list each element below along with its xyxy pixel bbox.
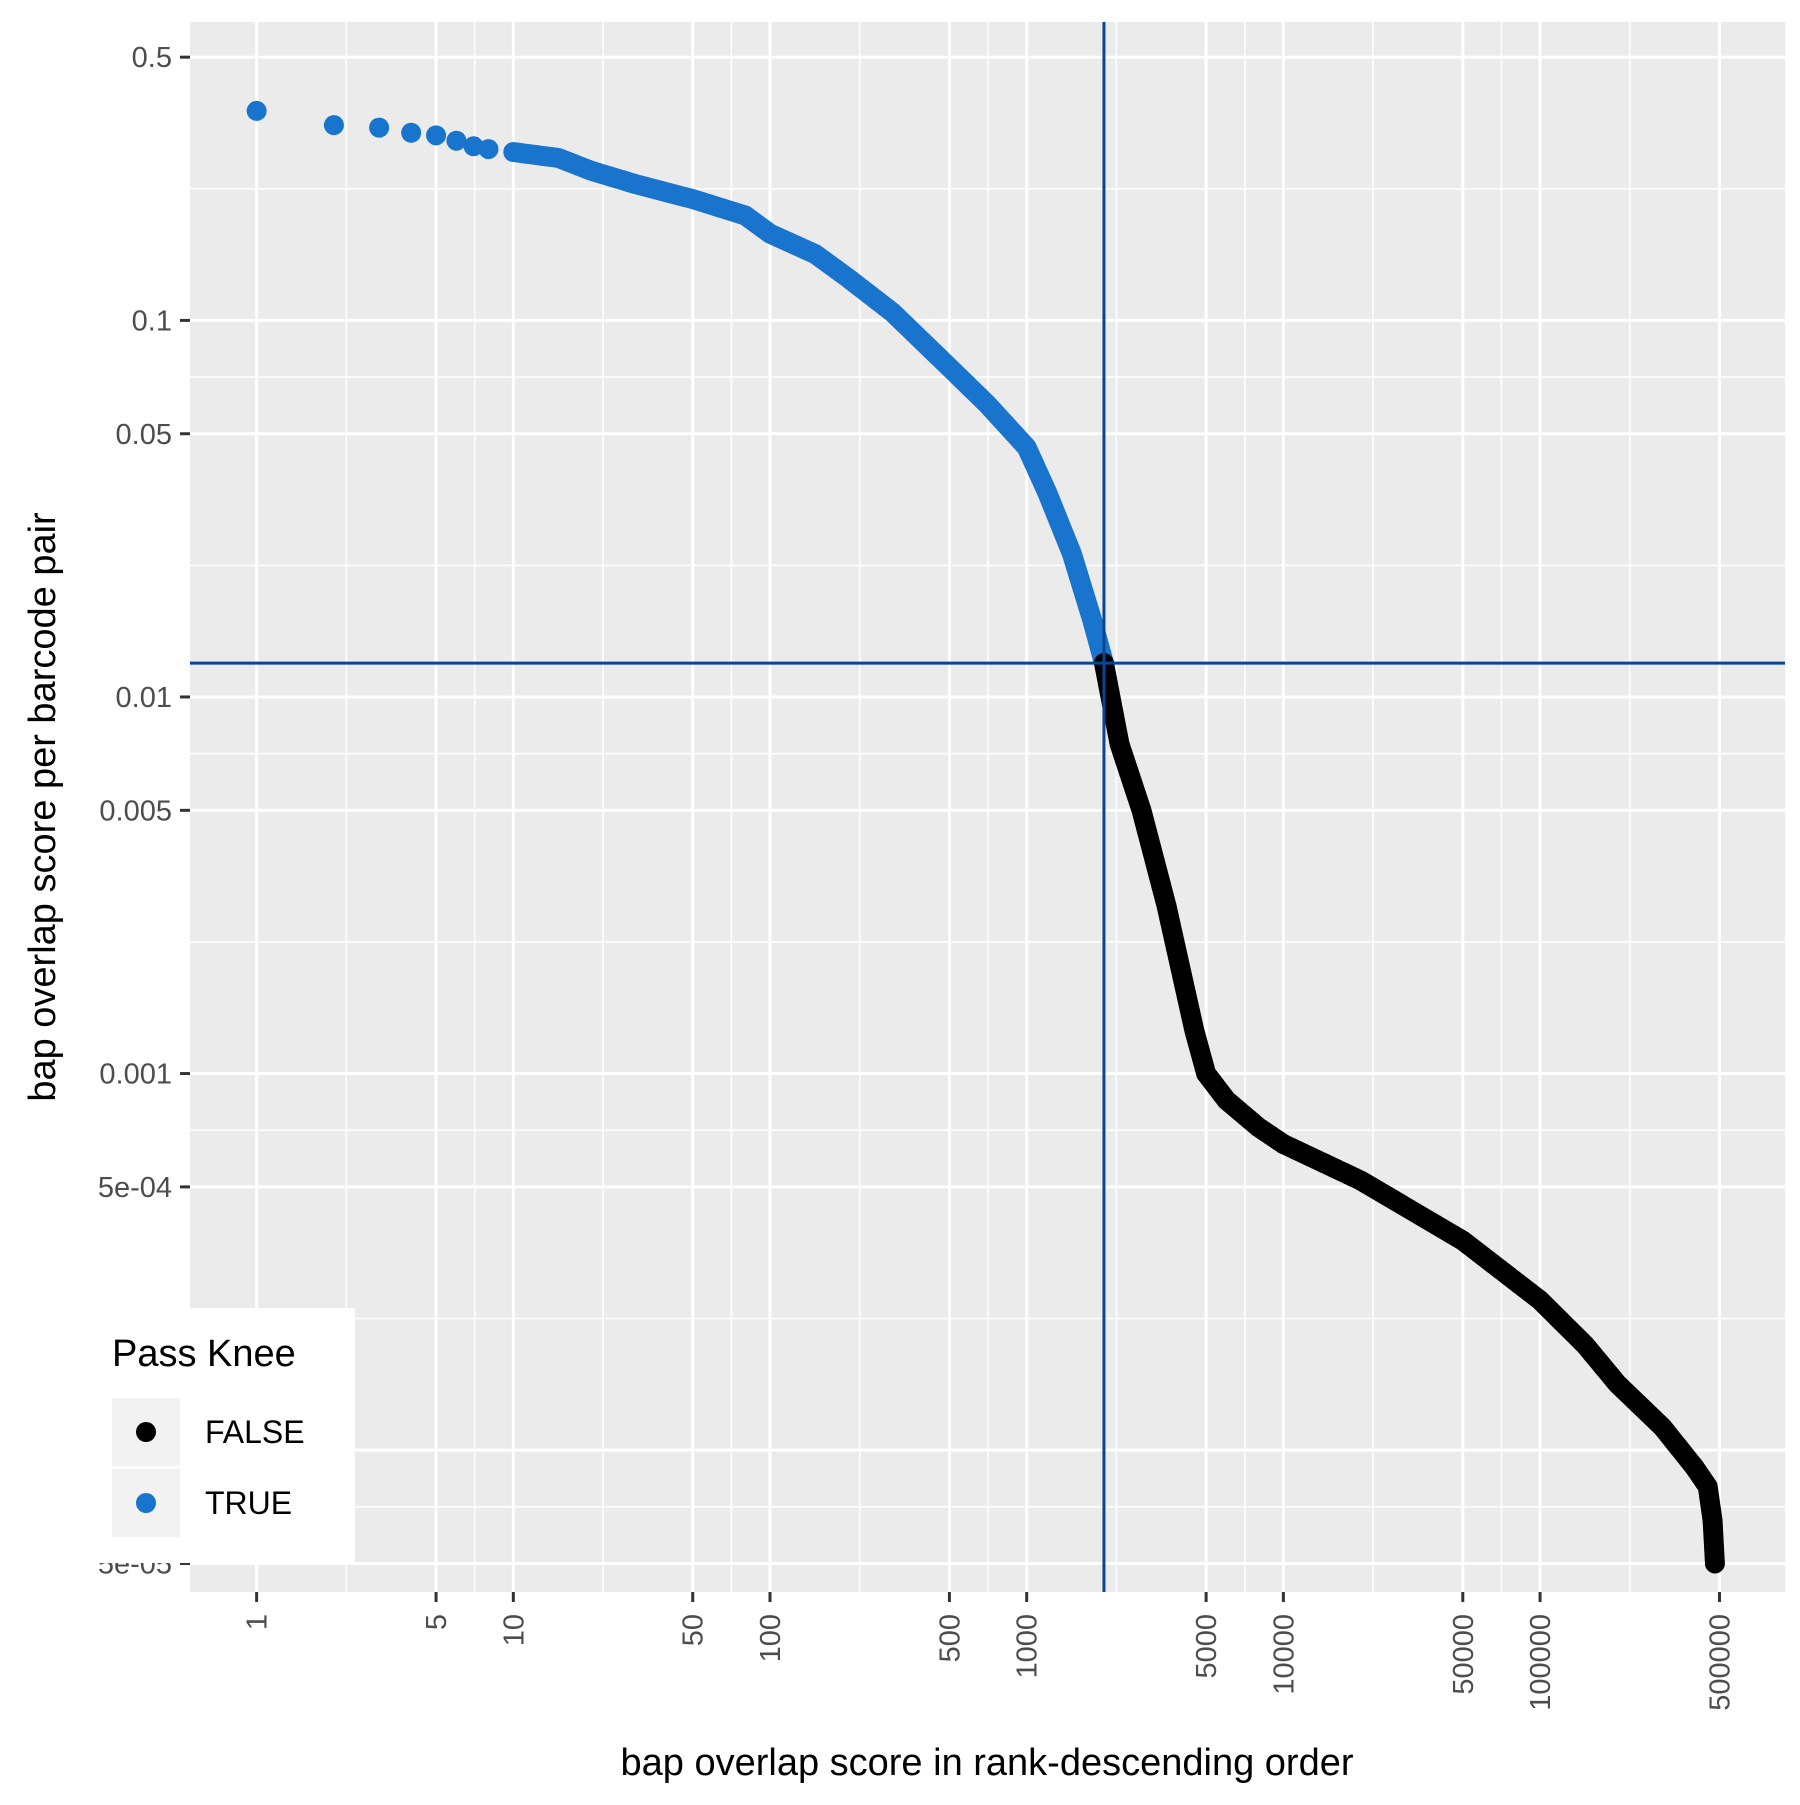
x-tick-label: 50000 <box>1448 1614 1480 1695</box>
y-tick-label: 0.5 <box>132 42 172 74</box>
x-axis-title: bap overlap score in rank-descending ord… <box>621 1742 1354 1784</box>
x-tick-label: 10 <box>498 1614 530 1646</box>
y-tick-label: 5e-04 <box>98 1172 172 1204</box>
legend-key-true-dot <box>136 1493 156 1513</box>
y-axis-title: bap overlap score per barcode pair <box>22 512 64 1102</box>
point-true <box>478 139 499 160</box>
legend: Pass Knee FALSE TRUE <box>95 1308 355 1563</box>
minor-gridlines <box>190 22 1785 1592</box>
x-tick-label: 1000 <box>1012 1614 1044 1679</box>
legend-label-false: FALSE <box>205 1414 305 1450</box>
axes: 1 5 10 50 100 500 1000 5000 10000 50000 100000 5000… <box>98 42 1737 1711</box>
point-false <box>1704 1553 1725 1574</box>
x-tick-label: 100000 <box>1525 1614 1557 1711</box>
legend-title: Pass Knee <box>112 1333 296 1375</box>
point-true <box>401 122 422 143</box>
y-tick-label: 0.1 <box>132 305 172 337</box>
data-points <box>246 100 1725 1574</box>
y-tick-label: 0.005 <box>99 795 172 827</box>
y-tick-label: 0.01 <box>116 682 172 714</box>
x-tick-label: 5000 <box>1191 1614 1223 1679</box>
x-tick-label: 50 <box>678 1614 710 1646</box>
y-tick-label: 0.001 <box>99 1059 172 1091</box>
point-true <box>246 100 267 121</box>
x-tick-label: 10000 <box>1268 1614 1300 1695</box>
point-true <box>426 125 447 146</box>
x-tick-label: 1 <box>242 1614 274 1630</box>
point-true <box>369 117 390 138</box>
y-tick-label: 0.05 <box>116 419 172 451</box>
point-true <box>463 136 484 157</box>
x-tick-label: 500000 <box>1704 1614 1736 1711</box>
x-tick-label: 5 <box>421 1614 453 1630</box>
point-true <box>323 115 344 136</box>
legend-key-false-dot <box>136 1422 156 1442</box>
reference-lines <box>190 22 1785 1592</box>
x-tick-label: 500 <box>934 1614 966 1662</box>
point-true <box>446 130 467 151</box>
legend-label-true: TRUE <box>205 1485 292 1521</box>
x-tick-label: 100 <box>755 1614 787 1662</box>
